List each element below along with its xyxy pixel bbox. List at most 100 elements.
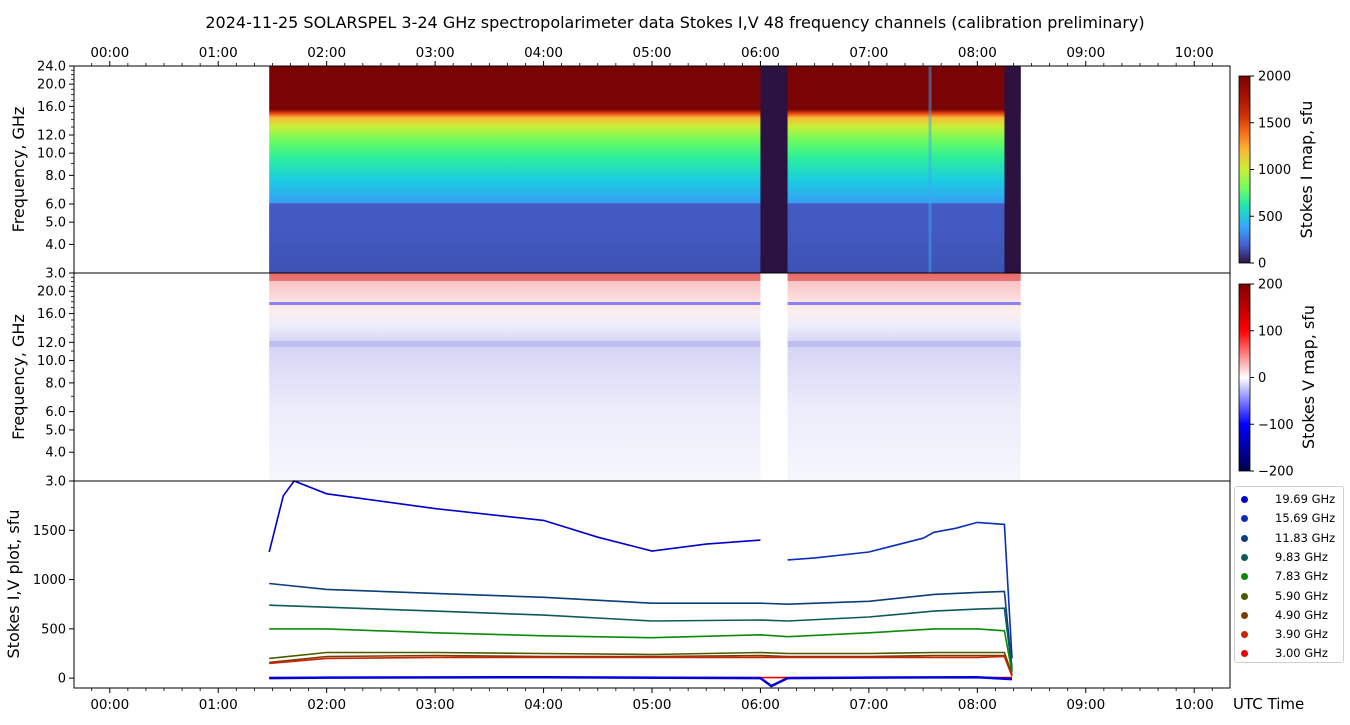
series-line [268,480,761,553]
freq-tick-label: 5.0 [45,423,66,438]
bottom-tick-label: 00:00 [90,697,129,713]
freq-tick-label: 6.0 [45,198,66,213]
freq-tick-label: 24.0 [37,60,66,75]
legend-label: 9.83 GHz [1275,549,1328,564]
freq-tick-label: 8.0 [45,169,66,184]
plot-ytick-label: 1000 [33,573,66,588]
legend-item: 3.00 GHz [1235,644,1343,663]
stokes-i-map-panel: 3.0 4.0 5.0 6.0 8.0 10.0 12.0 16.0 20.0 24.0 Freq… [9,60,1231,282]
top-tick-label: 01:00 [199,45,238,61]
top-tick-label: 05:00 [633,45,672,61]
top-tick-label: 04:00 [524,45,563,61]
legend-item: 7.83 GHz [1235,567,1343,586]
colorbar-i-label: Stokes I map, sfu [1297,101,1316,239]
plot-legend: 19.69 GHz 15.69 GHz 11.83 GHz 9.83 GHz 7.83 … [1234,486,1344,663]
stokes-plot-border [73,480,1231,689]
stokes-plot-ylabel: Stokes I,V plot, sfu [4,510,23,659]
stokes-plot-lines [268,480,1013,688]
legend-item: 4.90 GHz [1235,606,1343,625]
freq-tick-label: 10.0 [37,354,66,369]
stokes-v-blue-line [269,302,1021,305]
freq-tick-label: 3.0 [45,475,66,490]
legend-marker [1241,515,1248,523]
bottom-tick-label: 07:00 [849,697,888,713]
top-tick-label: 08:00 [958,45,997,61]
legend-marker [1241,553,1248,561]
legend-label: 3.90 GHz [1275,627,1328,642]
colorbar-tick-label: 100 [1258,324,1283,339]
legend-label: 19.69 GHz [1275,492,1336,506]
utc-time-label: UTC Time [1233,695,1304,713]
series-line [787,521,1013,659]
freq-tick-label: 12.0 [37,129,66,144]
stokes-v-freq-ticks: 3.0 4.0 5.0 6.0 8.0 10.0 12.0 16.0 20.0 [37,276,74,490]
series-line [269,604,1013,671]
freq-tick-label: 8.0 [45,376,66,391]
plot-ytick-label: 500 [41,622,66,637]
series-line [269,655,1013,677]
bottom-tick-label: 04:00 [524,697,563,713]
chart-title: 2024-11-25 SOLARSPEL 3-24 GHz spectropol… [205,13,1144,32]
bottom-tick-label: 08:00 [958,697,997,713]
series-line [269,651,1013,675]
bottom-tick-label: 01:00 [199,697,238,713]
top-tick-label: 06:00 [741,45,780,61]
stokes-v-series-line [269,675,1013,688]
colorbar-tick-label: 0 [1258,257,1266,272]
legend-marker [1241,592,1248,600]
freq-tick-label: 10.0 [37,147,66,162]
colorbar-v-gradient [1238,283,1251,472]
colorbar-tick-label: 500 [1258,210,1283,225]
top-tick-label: 07:00 [849,45,888,61]
top-tick-label: 03:00 [416,45,455,61]
stokes-plot-panel: 0 500 1000 1500 Stokes I,V plot, sfu [4,480,1231,689]
freq-tick-label: 4.0 [45,446,66,461]
stokes-v-map-data [269,273,1021,481]
legend-item: 11.83 GHz [1235,529,1343,548]
top-tick-label: 09:00 [1066,45,1105,61]
colorbar-i-ticks: 0 500 1000 1500 2000 [1250,70,1291,272]
bottom-tick-label: 03:00 [416,697,455,713]
colorbar-tick-label: 2000 [1258,70,1291,85]
stokes-v-map-image [269,273,1021,481]
freq-tick-label: 4.0 [45,238,66,253]
freq-tick-label: 12.0 [37,336,66,351]
stokes-v-ylabel: Frequency, GHz [9,314,28,440]
stokes-plot-yticks: 0 500 1000 1500 [33,524,74,687]
legend-item: 15.69 GHz [1235,509,1343,528]
legend-label: 5.90 GHz [1275,588,1328,603]
legend-label: 4.90 GHz [1275,607,1328,622]
bottom-tick-label: 06:00 [741,697,780,713]
stokes-i-map-image [269,66,1021,273]
stokes-v-map-panel: 3.0 4.0 5.0 6.0 8.0 10.0 12.0 16.0 20.0 Frequenc… [9,272,1231,490]
legend-label: 3.00 GHz [1275,646,1328,661]
colorbar-i: 0 500 1000 1500 2000 Stokes I map, sfu [1238,70,1316,272]
colorbar-tick-label: 200 [1258,278,1283,293]
legend-marker [1241,631,1248,639]
colorbar-v-ticks: −200 −100 0 100 200 [1250,278,1294,480]
top-tick-label: 10:00 [1175,45,1214,61]
bottom-tick-label: 10:00 [1175,697,1214,713]
colorbar-tick-label: 0 [1258,371,1266,386]
freq-tick-label: 16.0 [37,307,66,322]
legend-item: 9.83 GHz [1235,548,1343,567]
stokes-i-freq-ticks: 3.0 4.0 5.0 6.0 8.0 10.0 12.0 16.0 20.0 24.0 [37,60,74,282]
bottom-time-ticks: 00:00 01:00 02:00 03:00 04:00 05:00 06:00 07:00… [90,688,1214,713]
legend-item: 19.69 GHz [1235,490,1343,509]
legend-marker [1241,611,1248,619]
freq-tick-label: 20.0 [37,78,66,93]
legend-label: 11.83 GHz [1275,530,1336,545]
top-tick-label: 02:00 [307,45,346,61]
colorbar-tick-label: 1000 [1258,163,1291,178]
colorbar-tick-label: −100 [1258,418,1294,433]
stokes-v-top-band [269,273,1021,281]
plot-ytick-label: 1500 [33,524,66,539]
legend-marker [1241,534,1248,542]
series-line [269,654,1013,676]
freq-tick-label: 20.0 [37,285,66,300]
legend-marker [1241,573,1248,581]
plot-ytick-label: 0 [58,672,66,687]
legend-label: 15.69 GHz [1275,511,1336,526]
colorbar-tick-label: −200 [1258,465,1294,480]
